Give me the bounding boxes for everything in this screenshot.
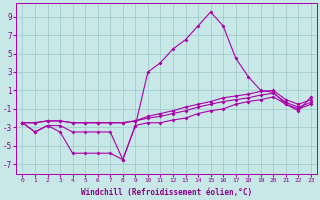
X-axis label: Windchill (Refroidissement éolien,°C): Windchill (Refroidissement éolien,°C) (81, 188, 252, 197)
